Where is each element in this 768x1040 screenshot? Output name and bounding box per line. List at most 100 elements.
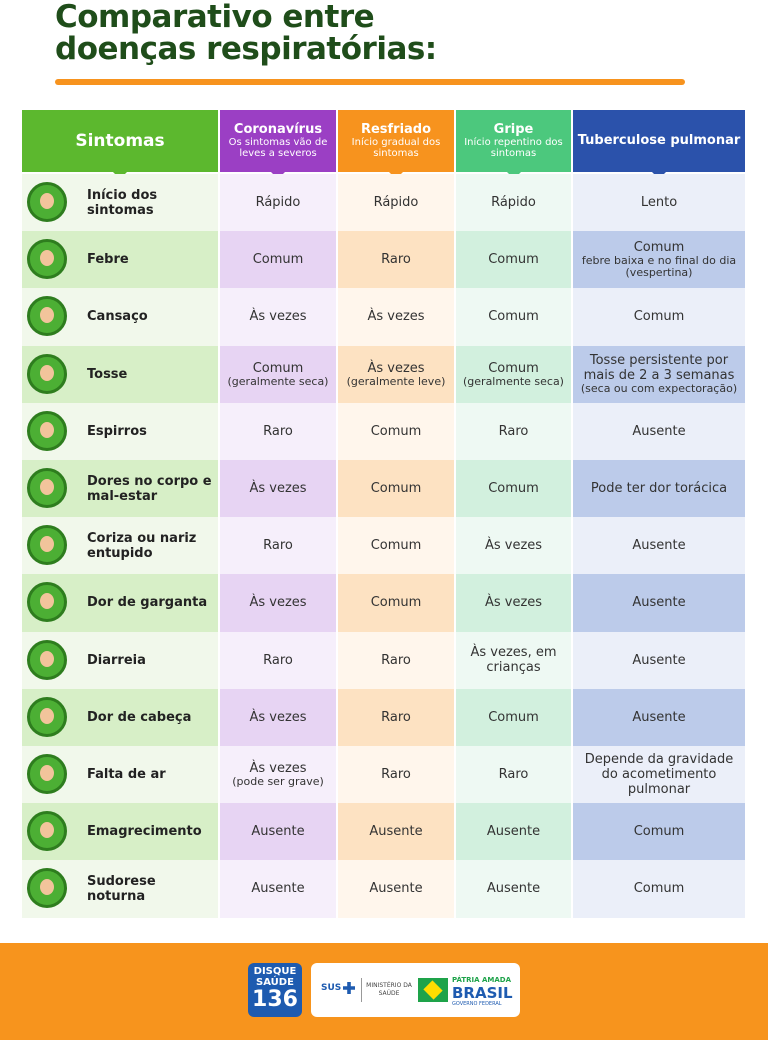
- cell-text: Comum: [252, 252, 304, 268]
- cell-text: Ausente: [369, 824, 423, 840]
- cell-text: Ausente: [369, 881, 423, 897]
- table-cell: Às vezes: [338, 288, 454, 346]
- column-header: Tuberculose pulmonar: [573, 110, 745, 172]
- title-line: Comparativo entre: [55, 0, 375, 35]
- cell-text: Às vezes: [484, 595, 543, 611]
- brand-text: BRASIL: [452, 984, 513, 1002]
- cell-text: Raro: [381, 767, 411, 783]
- table-cell: Raro: [338, 688, 454, 746]
- symptom-icon: [27, 353, 67, 394]
- cell-text: Rápido: [373, 195, 419, 211]
- cell-text: Às vezes: [367, 360, 425, 376]
- table-cell: Raro: [220, 631, 336, 689]
- column-title: Sintomas: [75, 131, 165, 151]
- table-cell: Rápido: [220, 174, 336, 232]
- symptom-name: Espirros: [87, 423, 147, 439]
- cell-note: (geralmente leve): [346, 374, 446, 388]
- cell-text: Comum: [488, 709, 539, 725]
- cell-text: Comum: [633, 240, 685, 256]
- table-cell: Comum (geralmente seca): [220, 345, 336, 403]
- table-cell: Raro: [338, 746, 454, 804]
- symptom-icon: [27, 582, 67, 623]
- cell-note: (seca ou com expectoração): [580, 382, 738, 396]
- table-cell: Às vezes: [456, 517, 571, 575]
- table-cell: Às vezes: [456, 574, 571, 632]
- cell-text: Ausente: [486, 881, 541, 897]
- table-cell: Às vezes (pode ser grave): [220, 746, 336, 804]
- symptom-icon: [27, 182, 67, 222]
- cell-note: febre baixa e no final do dia (vespertin…: [581, 254, 737, 280]
- table-cell: Ausente: [338, 803, 454, 861]
- table-cell: Às vezes: [220, 460, 336, 518]
- badge-number: 136: [252, 987, 298, 1012]
- table-cell: Comum: [456, 231, 571, 289]
- cell-text: Raro: [498, 423, 529, 439]
- cell-text: Às vezes: [484, 538, 543, 554]
- table-cell: Comum: [338, 402, 454, 460]
- cell-text: Raro: [263, 423, 293, 439]
- cell-text: Às vezes: [249, 761, 307, 777]
- table-cell: Lento: [573, 174, 745, 232]
- column-title: Resfriado: [360, 122, 432, 137]
- separator: [361, 978, 362, 1002]
- table-cell: Ausente: [220, 860, 336, 918]
- table-cell: Raro: [456, 402, 571, 460]
- cell-note: (pode ser grave): [232, 775, 324, 789]
- symptom-name: Dor de cabeça: [87, 709, 192, 725]
- cell-text: Comum: [488, 252, 539, 268]
- table-cell: Comum febre baixa e no final do dia (vesp…: [573, 231, 745, 289]
- table-cell: Ausente: [573, 631, 745, 689]
- cell-text: Às vezes: [249, 481, 307, 497]
- cell-text: Rápido: [491, 195, 536, 211]
- cell-text: Rápido: [255, 195, 301, 211]
- symptom-name: Dor de garganta: [87, 595, 208, 611]
- cell-text: Lento: [640, 195, 678, 211]
- symptom-icon: [27, 296, 67, 337]
- cell-text: Comum: [633, 309, 685, 325]
- symptom-name: Diarreia: [87, 652, 146, 668]
- cell-text: Ausente: [632, 538, 686, 554]
- sus-logo: SUS: [321, 983, 342, 993]
- badge-text: DISQUE: [253, 966, 297, 977]
- table-cell: Comum: [338, 574, 454, 632]
- cell-text: Ausente: [251, 824, 305, 840]
- table-cell: Às vezes: [220, 688, 336, 746]
- cross-icon: [343, 982, 355, 994]
- cell-text: Ausente: [632, 652, 686, 668]
- cell-text: Raro: [381, 252, 411, 268]
- table-cell: Rápido: [338, 174, 454, 232]
- table-cell: Ausente: [456, 860, 571, 918]
- column-header: Gripe Início repentino dos sintomas: [456, 110, 571, 172]
- cell-text: Às vezes: [249, 309, 307, 325]
- cell-text: Comum: [633, 881, 685, 897]
- cell-text: Comum: [488, 360, 539, 376]
- table-cell: Ausente: [573, 688, 745, 746]
- cell-text: Ausente: [486, 824, 541, 840]
- symptom-name: Febre: [87, 252, 129, 268]
- symptom-icon: [27, 639, 67, 680]
- symptom-icon: [27, 468, 67, 508]
- column-header: Resfriado Início gradual dos sintomas: [338, 110, 454, 172]
- brand-text: GOVERNO FEDERAL: [452, 1001, 502, 1007]
- table-cell: Raro: [220, 402, 336, 460]
- cell-text: Depende da gravidade do acometimento pul…: [584, 752, 734, 798]
- symptom-icon: [27, 868, 67, 909]
- cell-text: Ausente: [632, 709, 686, 725]
- symptom-icon: [27, 525, 67, 566]
- cell-text: Comum: [633, 824, 685, 840]
- disque-saude-badge: DISQUE SAÚDE 136: [248, 963, 302, 1017]
- table-cell: Ausente: [573, 517, 745, 575]
- table-cell: Às vezes (geralmente leve): [338, 345, 454, 403]
- table-cell: Ausente: [456, 803, 571, 861]
- table-cell: Às vezes: [220, 288, 336, 346]
- logos: SUS MINISTÉRIO DA SAÚDE PÁTRIA AMADA BRA…: [311, 963, 520, 1017]
- table-cell: Raro: [456, 746, 571, 804]
- symptom-icon: [27, 410, 67, 451]
- table-cell: Pode ter dor torácica: [573, 460, 745, 518]
- column-title: Coronavírus: [233, 122, 323, 137]
- symptom-name: Tosse: [87, 366, 128, 382]
- column-header: Sintomas: [22, 110, 218, 172]
- table-cell: Comum: [220, 231, 336, 289]
- column-title: Gripe: [493, 122, 534, 137]
